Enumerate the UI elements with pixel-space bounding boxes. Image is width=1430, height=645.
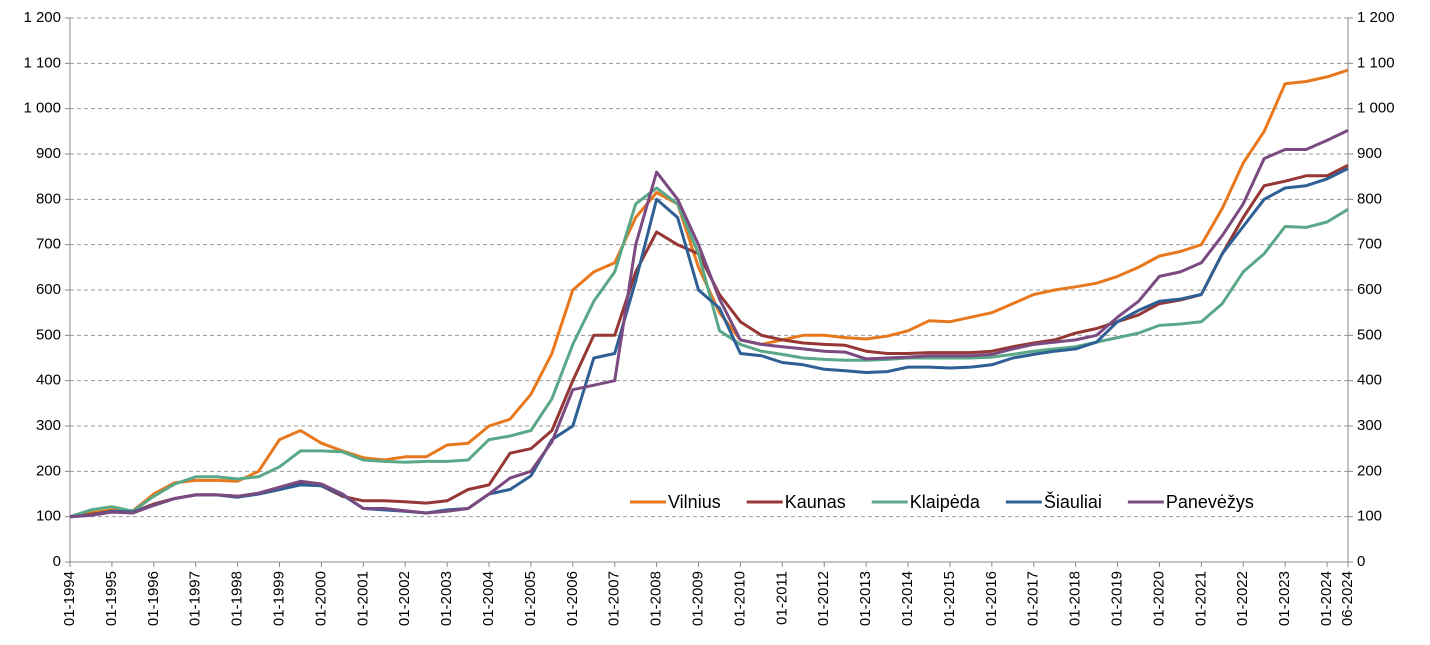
- y2-tick-label: 700: [1357, 236, 1382, 253]
- x-tick-label: 01-1996: [145, 571, 162, 626]
- y2-tick-label: 200: [1357, 462, 1382, 479]
- legend-label: Šiauliai: [1044, 491, 1102, 512]
- y2-tick-label: 300: [1357, 417, 1382, 434]
- x-tick-label: 01-1994: [61, 571, 78, 626]
- x-tick-label: 01-2018: [1067, 571, 1084, 626]
- y2-tick-label: 1 200: [1357, 9, 1395, 26]
- legend-label: Vilnius: [668, 492, 721, 512]
- x-tick-label: 01-2004: [480, 571, 497, 626]
- x-tick-label: 01-2002: [396, 571, 413, 626]
- y2-tick-label: 1 000: [1357, 100, 1395, 117]
- x-tick-label: 01-1997: [187, 571, 204, 626]
- x-tick-label: 01-2020: [1150, 571, 1167, 626]
- y-tick-label: 1 100: [23, 54, 61, 71]
- x-tick-label: 01-2001: [354, 571, 371, 626]
- y-tick-label: 100: [36, 508, 61, 525]
- x-tick-label: 01-2013: [857, 571, 874, 626]
- x-tick-label: 01-2003: [438, 571, 455, 626]
- y2-tick-label: 0: [1357, 553, 1365, 570]
- legend-label: Kaunas: [785, 492, 846, 512]
- x-tick-label: 06-2024: [1339, 571, 1356, 626]
- y-tick-label: 300: [36, 417, 61, 434]
- y2-tick-label: 500: [1357, 326, 1382, 343]
- x-tick-label: 01-2005: [522, 571, 539, 626]
- legend-label: Klaipėda: [910, 492, 981, 512]
- x-tick-label: 01-2021: [1192, 571, 1209, 626]
- y-tick-label: 600: [36, 281, 61, 298]
- y-tick-label: 800: [36, 190, 61, 207]
- x-tick-label: 01-1995: [103, 571, 120, 626]
- y-tick-label: 500: [36, 326, 61, 343]
- x-tick-label: 01-2022: [1234, 571, 1251, 626]
- x-tick-label: 01-1999: [270, 571, 287, 626]
- x-tick-label: 01-2014: [899, 571, 916, 626]
- x-tick-label: 01-2010: [731, 571, 748, 626]
- y2-tick-label: 400: [1357, 372, 1382, 389]
- x-tick-label: 01-2008: [648, 571, 665, 626]
- legend-label: Panevėžys: [1166, 492, 1254, 512]
- y-tick-label: 900: [36, 145, 61, 162]
- y-tick-label: 400: [36, 372, 61, 389]
- x-tick-label: 01-2009: [689, 571, 706, 626]
- y-tick-label: 1 000: [23, 100, 61, 117]
- x-tick-label: 01-2012: [815, 571, 832, 626]
- y2-tick-label: 1 100: [1357, 54, 1395, 71]
- x-tick-label: 01-2015: [941, 571, 958, 626]
- y2-tick-label: 600: [1357, 281, 1382, 298]
- series-line: [69, 167, 1349, 519]
- y-tick-label: 0: [53, 553, 61, 570]
- x-tick-label: 01-2017: [1025, 571, 1042, 626]
- y2-tick-label: 900: [1357, 145, 1382, 162]
- x-tick-label: 01-2019: [1109, 571, 1126, 626]
- x-tick-label: 01-2011: [773, 571, 790, 625]
- x-tick-label: 01-2007: [606, 571, 623, 626]
- y2-tick-label: 100: [1357, 508, 1382, 525]
- y-tick-label: 200: [36, 462, 61, 479]
- y-tick-label: 1 200: [23, 9, 61, 26]
- x-tick-label: 01-2000: [312, 571, 329, 626]
- x-tick-label: 01-1998: [229, 571, 246, 626]
- y-tick-label: 700: [36, 236, 61, 253]
- x-tick-label: 01-2006: [564, 571, 581, 626]
- x-tick-label: 01-2024: [1318, 571, 1335, 626]
- series-line: [69, 186, 1349, 519]
- x-tick-label: 01-2023: [1276, 571, 1293, 626]
- x-tick-label: 01-2016: [983, 571, 1000, 626]
- series-line: [69, 129, 1349, 519]
- y2-tick-label: 800: [1357, 190, 1382, 207]
